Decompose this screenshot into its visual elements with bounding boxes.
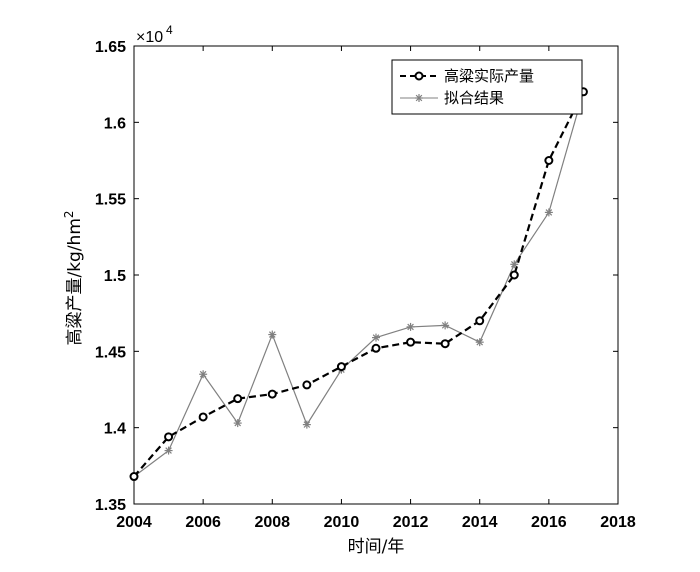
y-tick-label: 1.4 (104, 421, 126, 438)
x-tick-label: 2012 (393, 514, 429, 531)
data-point-actual (475, 316, 485, 326)
y-axis-label: 高粱产量/kg/hm2 (62, 210, 85, 345)
data-point-actual (302, 380, 312, 390)
y-tick-label: 1.35 (95, 497, 126, 514)
data-point-actual (371, 343, 381, 353)
data-point-actual (440, 339, 450, 349)
y-tick-label: 1.65 (95, 39, 126, 56)
y-axis-ticks: 1.35 1.4 1.45 1.5 1.55 1.6 1.65 (95, 39, 618, 514)
data-point-fit (544, 208, 553, 217)
legend-marker-fit (415, 94, 423, 102)
series-line-fit (133, 91, 585, 477)
data-point-fit (441, 321, 450, 330)
y-tick-label: 1.5 (104, 268, 126, 285)
series-layer (129, 87, 588, 482)
data-point-fit (302, 420, 311, 429)
data-point-actual (233, 394, 243, 404)
data-point-actual (509, 270, 519, 280)
data-point-fit (268, 330, 277, 339)
legend: 高粱实际产量 拟合结果 (391, 59, 583, 115)
data-point-actual (336, 362, 346, 372)
data-point-actual (544, 156, 554, 165)
data-point-fit (372, 333, 380, 342)
y-tick-label: 1.6 (104, 115, 126, 132)
data-point-fit (164, 446, 173, 455)
x-tick-label: 2014 (462, 514, 498, 531)
plot-area: 2004 2006 2008 2010 2012 2014 2016 2018 1.35 1.4… (95, 39, 636, 531)
data-point-actual (129, 472, 139, 482)
data-point-actual (406, 337, 416, 347)
data-point-actual (198, 412, 208, 422)
legend-star-shape (415, 94, 423, 102)
x-axis-label: 时间/年 (348, 537, 405, 557)
series-line-actual (133, 91, 585, 478)
x-axis-ticks: 2004 2006 2008 2010 2012 2014 2016 2018 (116, 46, 636, 531)
x-tick-label: 2006 (185, 514, 221, 531)
x-tick-label: 2010 (324, 514, 360, 531)
x-tick-label: 2016 (531, 514, 567, 531)
data-point-fit (475, 338, 484, 347)
legend-label-fit: 拟合结果 (444, 89, 504, 107)
plot-frame (133, 45, 619, 505)
x-tick-label: 2004 (116, 514, 152, 531)
y-exponent-power: 4 (166, 23, 173, 37)
data-point-fit (510, 260, 519, 269)
data-point-fit (233, 419, 242, 428)
data-point-fit (199, 370, 208, 379)
x-tick-label: 2018 (600, 514, 636, 531)
y-tick-label: 1.45 (95, 344, 126, 361)
x-tick-label: 2008 (254, 514, 290, 531)
data-point-actual (267, 389, 277, 399)
y-axis-label-sup: 2 (62, 210, 76, 218)
y-tick-label: 1.55 (95, 192, 126, 209)
y-axis-label-main: 高粱产量/kg/hm (65, 218, 85, 345)
legend-box (391, 59, 583, 115)
legend-marker-actual (414, 71, 424, 81)
legend-label-actual: 高粱实际产量 (444, 67, 534, 85)
data-point-actual (164, 432, 174, 442)
y-exponent-base: ×10 (136, 29, 163, 46)
data-point-fit (406, 322, 415, 331)
